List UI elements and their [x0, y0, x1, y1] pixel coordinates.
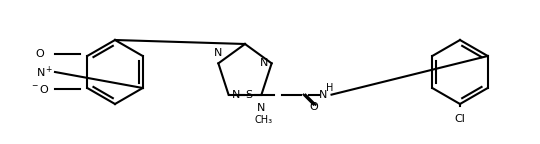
- Text: N: N: [257, 103, 266, 113]
- Text: S: S: [245, 90, 252, 100]
- Text: CH₃: CH₃: [254, 115, 273, 125]
- Text: O: O: [36, 49, 44, 59]
- Text: N: N: [232, 90, 240, 100]
- Text: N: N: [260, 58, 268, 68]
- Text: N: N: [214, 48, 222, 58]
- Text: N$^+$: N$^+$: [36, 64, 54, 80]
- Text: H: H: [326, 83, 333, 93]
- Text: O: O: [309, 102, 318, 112]
- Text: Cl: Cl: [455, 114, 465, 124]
- Text: N: N: [319, 90, 328, 100]
- Text: $^-$O: $^-$O: [30, 83, 50, 95]
